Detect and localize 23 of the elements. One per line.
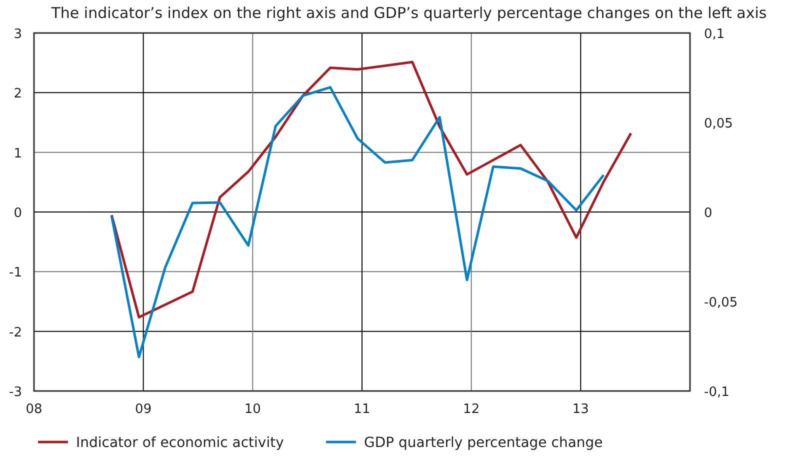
x-tick-label: 08 (26, 402, 42, 417)
y2-tick-label: -0,05 (704, 296, 738, 310)
line-series (110, 86, 605, 358)
y-tick-label: -1 (9, 266, 22, 281)
x-tick-label: 09 (135, 402, 152, 417)
x-tick-label: 12 (463, 402, 480, 417)
y-tick-label: 2 (14, 86, 22, 102)
x-tick-label: 13 (572, 402, 589, 417)
x-tick-label: 11 (354, 402, 370, 417)
y2-tick-label: 0 (704, 206, 712, 221)
y-tick-label: -2 (9, 325, 22, 340)
y-tick-label: 0 (14, 206, 22, 221)
line-series (110, 60, 632, 318)
y-tick-label: -3 (9, 385, 22, 400)
chart-title: The indicator’s index on the right axis and GDP’s quarterly percentage changes on the left axis (50, 4, 767, 22)
y-tick-label: 3 (14, 27, 22, 42)
legend-label: Indicator of economic activity (76, 435, 284, 451)
y2-tick-label: 0,1 (704, 27, 725, 42)
y2-tick-label: 0,05 (704, 116, 733, 132)
y-tick-label: 1 (14, 146, 22, 162)
x-tick-label: 10 (244, 402, 261, 417)
y2-tick-label: -0,1 (704, 385, 730, 400)
legend-label: GDP quarterly percentage change (364, 435, 603, 451)
